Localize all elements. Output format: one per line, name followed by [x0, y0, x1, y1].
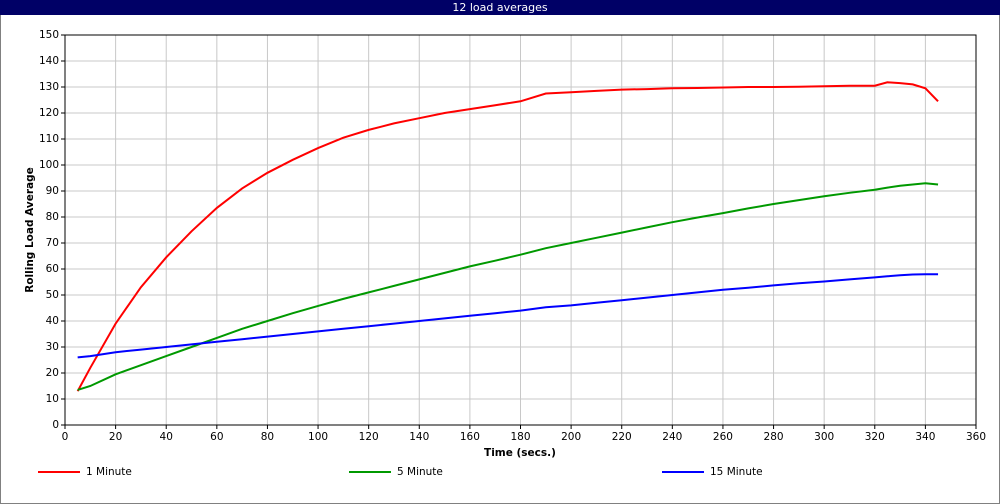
y-tick-label: 120 — [39, 107, 59, 119]
legend-label: 5 Minute — [397, 466, 443, 478]
y-tick-label: 70 — [46, 237, 59, 249]
y-tick-label: 90 — [46, 185, 59, 197]
x-axis-label: Time (secs.) — [484, 447, 556, 459]
legend-label: 15 Minute — [710, 466, 763, 478]
x-tick-label: 140 — [409, 431, 429, 443]
x-tick-label: 340 — [915, 431, 935, 443]
y-tick-label: 110 — [39, 133, 59, 145]
series-line — [77, 273, 939, 359]
x-tick-label: 100 — [308, 431, 328, 443]
legend-label: 1 Minute — [86, 466, 132, 478]
series-line — [76, 81, 939, 392]
x-tick-label: 60 — [210, 431, 223, 443]
y-tick-label: 50 — [46, 289, 59, 301]
y-tick-label: 60 — [46, 263, 59, 275]
y-tick-label: 100 — [39, 159, 59, 171]
series-line — [77, 182, 939, 391]
y-tick-label: 20 — [46, 367, 59, 379]
x-tick-label: 260 — [713, 431, 733, 443]
x-tick-label: 160 — [460, 431, 480, 443]
y-tick-label: 80 — [46, 211, 59, 223]
y-tick-label: 150 — [39, 29, 59, 41]
y-tick-label: 10 — [46, 393, 59, 405]
y-tick-label: 140 — [39, 55, 59, 67]
y-tick-label: 30 — [46, 341, 59, 353]
x-tick-label: 320 — [865, 431, 885, 443]
x-tick-label: 80 — [261, 431, 274, 443]
y-tick-label: 40 — [46, 315, 59, 327]
chart-title: 12 load averages — [452, 1, 548, 14]
x-tick-label: 220 — [612, 431, 632, 443]
x-tick-label: 300 — [814, 431, 834, 443]
title-bar — [0, 0, 1000, 15]
x-tick-label: 40 — [160, 431, 173, 443]
y-tick-label: 130 — [39, 81, 59, 93]
x-tick-label: 120 — [359, 431, 379, 443]
x-tick-label: 360 — [966, 431, 986, 443]
plot-border — [64, 34, 977, 426]
x-tick-label: 200 — [561, 431, 581, 443]
y-tick-label: 0 — [52, 419, 59, 431]
x-tick-label: 180 — [510, 431, 530, 443]
x-tick-label: 20 — [109, 431, 122, 443]
x-tick-label: 280 — [764, 431, 784, 443]
x-tick-label: 0 — [62, 431, 69, 443]
x-tick-label: 240 — [662, 431, 682, 443]
y-axis-label: Rolling Load Average — [24, 167, 36, 293]
